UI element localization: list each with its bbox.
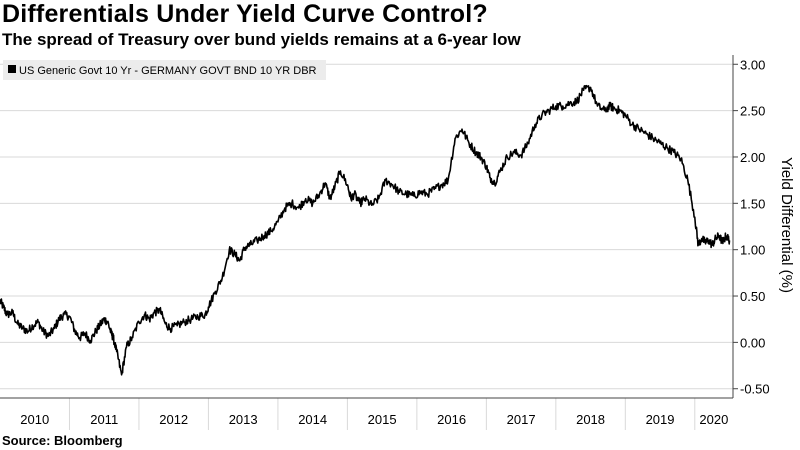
x-tick-label: 2018: [576, 412, 605, 427]
x-tick-label: 2012: [159, 412, 188, 427]
x-tick-label: 2020: [699, 412, 728, 427]
x-tick-label: 2016: [437, 412, 466, 427]
series-line: [0, 84, 731, 376]
chart-title: Differentials Under Yield Curve Control?: [2, 0, 488, 28]
tick-labels: -0.50 0.00 0.50 1.00 1.50 2.00 2.50 3.00 2010 201…: [20, 57, 769, 427]
x-tick-label: 2011: [90, 412, 118, 427]
legend-background: [3, 60, 326, 80]
y-tick-label: 1.50: [740, 196, 765, 211]
source-note: Source: Bloomberg: [2, 433, 123, 448]
legend: US Generic Govt 10 Yr - GERMANY GOVT BND…: [3, 60, 326, 80]
y-tick-label: 3.00: [740, 57, 765, 72]
grid: [0, 63, 733, 430]
y-axis-label: Yield Differential (%): [778, 157, 795, 293]
legend-swatch: [8, 65, 16, 73]
y-tick-label: 0.50: [740, 289, 765, 304]
x-tick-label: 2017: [507, 412, 536, 427]
x-tick-label: 2015: [368, 412, 397, 427]
y-tick-label: 1.00: [740, 243, 765, 258]
y-tick-label: -0.50: [740, 382, 770, 397]
x-tick-label: 2019: [646, 412, 675, 427]
x-tick-label: 2014: [298, 412, 327, 427]
x-tick-label: 2013: [229, 412, 258, 427]
axes: [0, 55, 738, 399]
chart-subtitle: The spread of Treasury over bund yields …: [2, 30, 521, 49]
y-tick-label: 2.50: [740, 104, 765, 119]
legend-label: US Generic Govt 10 Yr - GERMANY GOVT BND…: [19, 65, 317, 77]
series-layer: [0, 84, 731, 376]
y-tick-label: 0.00: [740, 335, 765, 350]
x-tick-label: 2010: [20, 412, 49, 427]
y-tick-label: 2.00: [740, 150, 765, 165]
